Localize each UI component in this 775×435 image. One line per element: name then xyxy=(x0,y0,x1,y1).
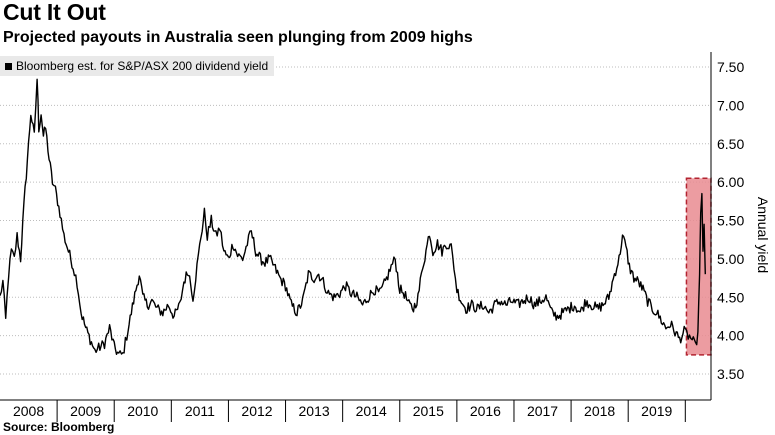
legend-swatch xyxy=(5,62,12,70)
y-tick-label: 7.00 xyxy=(717,97,744,113)
x-tick-label: 2013 xyxy=(299,403,330,419)
y-tick-label: 4.50 xyxy=(717,289,744,305)
x-tick-label: 2008 xyxy=(13,403,44,419)
x-tick-label: 2014 xyxy=(356,403,387,419)
x-tick-label: 2011 xyxy=(185,403,215,419)
y-tick-label: 5.00 xyxy=(717,251,744,267)
y-tick-label: 4.00 xyxy=(717,328,744,344)
x-tick-label: 2010 xyxy=(127,403,158,419)
x-tick-label: 2018 xyxy=(584,403,615,419)
y-tick-label: 7.50 xyxy=(717,59,744,75)
source-note: Source: Bloomberg xyxy=(3,420,115,434)
x-tick-label: 2015 xyxy=(413,403,444,419)
x-tick-label: 2012 xyxy=(241,403,272,419)
y-tick-label: 3.50 xyxy=(717,366,744,382)
chart-subtitle: Projected payouts in Australia seen plun… xyxy=(3,29,473,46)
legend: Bloomberg est. for S&P/ASX 200 dividend … xyxy=(0,56,275,76)
x-tick-label: 2019 xyxy=(641,403,672,419)
series-line xyxy=(0,78,706,355)
x-tick-label: 2016 xyxy=(470,403,501,419)
chart-title: Cut It Out xyxy=(3,0,106,25)
y-axis-label: Annual yield xyxy=(755,196,771,274)
x-tick-label: 2009 xyxy=(70,403,101,419)
x-tick-label: 2017 xyxy=(527,403,558,419)
highlight-box xyxy=(685,177,712,356)
y-tick-label: 5.50 xyxy=(717,213,744,229)
legend-label: Bloomberg est. for S&P/ASX 200 dividend … xyxy=(16,59,269,73)
y-tick-label: 6.50 xyxy=(717,136,744,152)
y-tick-label: 6.00 xyxy=(717,174,744,190)
